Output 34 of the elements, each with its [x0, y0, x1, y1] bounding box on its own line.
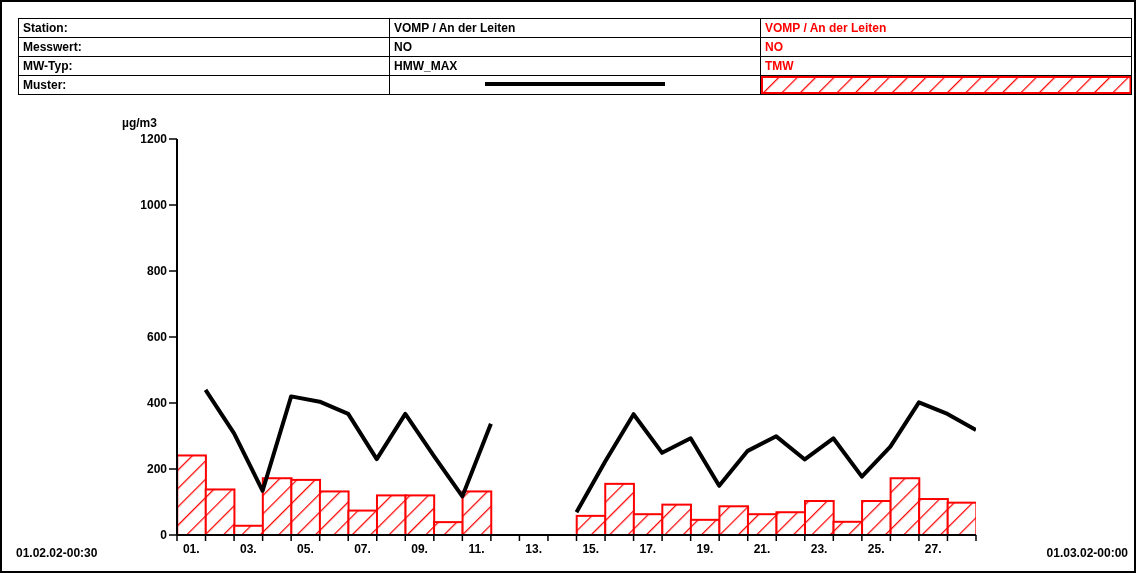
y-tick-label: 600 — [146, 330, 168, 345]
x-tick-label: 27. — [924, 542, 942, 556]
text: Muster: — [18, 75, 390, 95]
y-tick-label: 1000 — [140, 198, 168, 213]
x-tick-label: 19. — [696, 542, 714, 556]
x-tick-label: 05. — [297, 542, 314, 556]
x-tick-label: 23. — [810, 542, 828, 556]
text: 01.02.02-00:30 — [16, 546, 98, 560]
text: VOMP / An der Leiten — [765, 21, 887, 35]
y-tick-label: 200 — [146, 462, 168, 477]
text: MW-Typ: — [18, 56, 390, 76]
text: HMW_MAX — [389, 56, 761, 76]
text: TMW — [760, 56, 1132, 76]
text: 01.03.02-00:00 — [1046, 546, 1128, 560]
y-axis-title: µg/m3 — [122, 116, 157, 130]
y-tick-label: 800 — [146, 264, 168, 279]
x-tick-label: 17. — [639, 542, 657, 556]
text: Messwert: — [18, 37, 390, 57]
x-tick-label: 15. — [582, 542, 600, 556]
x-tick-label: 09. — [411, 542, 428, 556]
x-tick-label: 11. — [468, 542, 485, 556]
x-tick-label: 13. — [525, 542, 543, 556]
text: VOMP / An der Leiten — [389, 18, 761, 38]
y-tick-label: 1200 — [140, 132, 168, 147]
text: NO — [389, 37, 761, 57]
x-tick-label: 07. — [354, 542, 371, 556]
x-tick-label: 21. — [753, 542, 771, 556]
y-tick-label: 400 — [146, 396, 168, 411]
x-tick-label: 03. — [240, 542, 257, 556]
text: Station: — [18, 18, 390, 38]
y-tick-label: 0 — [160, 528, 168, 543]
x-tick-label: 01. — [182, 542, 200, 556]
text: NO — [765, 40, 783, 54]
x-tick-label: 25. — [867, 542, 885, 556]
